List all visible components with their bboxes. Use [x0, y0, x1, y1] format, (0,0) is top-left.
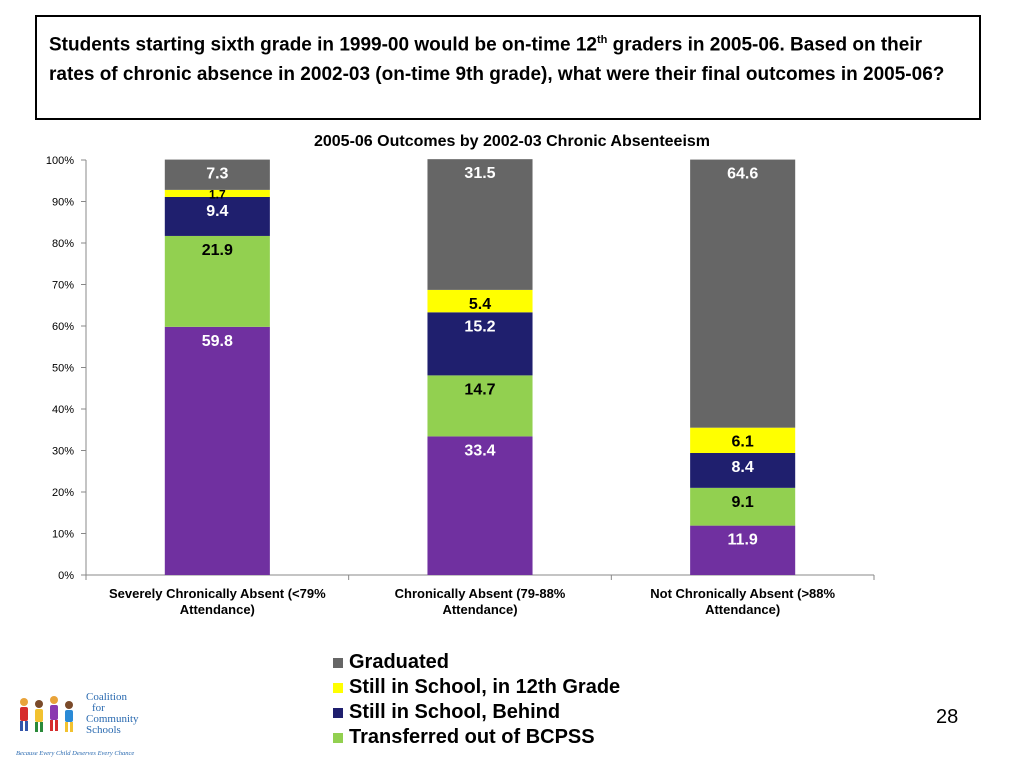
x-category-label: Not Chronically Absent (>88% [650, 586, 835, 601]
data-label: 31.5 [464, 165, 495, 182]
x-category-label: Attendance) [705, 602, 780, 617]
y-tick-label: 20% [52, 487, 74, 499]
bar-segment [427, 436, 533, 575]
logo-schools-text: Schools [86, 724, 121, 736]
data-label: 1.7 [209, 187, 226, 201]
stacked-bar-chart: 0% 10% 20% 30% 40% 50% 60% 70% 80% 90% 100% 59.8 21.… [46, 155, 875, 617]
data-label: 11.9 [728, 532, 758, 549]
slide-title-part1: Students starting sixth grade in 1999-00… [49, 34, 597, 56]
x-category-label: Attendance) [442, 602, 517, 617]
bar-segment [690, 452, 796, 488]
y-tick-label: 80% [52, 238, 74, 250]
logo-community-text: Community [86, 713, 139, 725]
chart-title: 2005-06 Outcomes by 2002-03 Chronic Abse… [313, 133, 711, 150]
data-label: 7.3 [206, 166, 228, 183]
slide-title: Students starting sixth grade in 1999-00… [49, 25, 967, 90]
children-figures-icon [20, 696, 73, 732]
legend-label-transferred: Transferred out of BCPSS [349, 726, 595, 748]
legend-item-transferred: Transferred out of BCPSS [333, 725, 620, 750]
y-tick-label: 50% [52, 363, 74, 375]
y-tick-label: 30% [52, 446, 74, 458]
legend-label-graduated: Graduated [349, 651, 450, 673]
slide-title-part2: graders in 2005-06. Based on their rates… [49, 34, 945, 86]
legend-item-still-behind: Still in School, Behind [333, 700, 620, 725]
legend-swatch-graduated [333, 657, 343, 668]
data-label: 21.9 [202, 242, 233, 259]
legend-label-still-behind: Still in School, Behind [349, 701, 561, 723]
bar-segment [164, 159, 270, 190]
bar-segment [427, 159, 533, 290]
legend-item-graduated: Graduated [333, 650, 620, 675]
bar-segment [690, 159, 796, 428]
x-category-label: Attendance) [180, 602, 255, 617]
y-tick-label: 60% [52, 321, 74, 333]
legend-swatch-transferred [333, 732, 343, 743]
page-number: 28 [936, 706, 959, 728]
bar-segment [690, 525, 796, 575]
data-label: 14.7 [464, 381, 495, 398]
coalition-logo: Coalition for Community Schools Because … [16, 691, 139, 757]
y-tick-label: 90% [52, 197, 74, 209]
data-label: 64.6 [727, 166, 758, 183]
y-tick-label: 40% [52, 404, 74, 416]
data-label: 5.4 [469, 296, 491, 313]
slide-title-superscript: th [596, 34, 608, 46]
bar-segment [164, 196, 270, 236]
bar-segment [690, 427, 796, 453]
data-label: 59.8 [202, 333, 233, 350]
y-tick-label: 100% [46, 155, 74, 167]
slide-title-box: Students starting sixth grade in 1999-00… [35, 15, 981, 120]
x-category-label: Severely Chronically Absent (<79% [109, 586, 326, 601]
legend-swatch-still-behind [333, 707, 343, 718]
legend-item-still-in-12th: Still in School, in 12th Grade [333, 675, 620, 700]
logo-for-text: for [92, 702, 105, 714]
bar-segment [164, 189, 270, 197]
chart-legend: Graduated Still in School, in 12th Grade… [333, 650, 620, 750]
data-label: 9.4 [206, 203, 228, 220]
y-tick-label: 0% [58, 570, 74, 582]
bar-segment [427, 312, 533, 376]
bar-segment [164, 326, 270, 575]
data-label: 9.1 [732, 494, 754, 511]
y-tick-label: 70% [52, 280, 74, 292]
data-label: 33.4 [464, 442, 495, 459]
logo-tagline-text: Because Every Child Deserves Every Chanc… [16, 750, 134, 757]
data-label: 6.1 [732, 434, 754, 451]
bar-segment [164, 235, 270, 327]
data-label: 8.4 [732, 459, 754, 476]
legend-label-still-in-12th: Still in School, in 12th Grade [349, 676, 621, 698]
bar-segment [427, 375, 533, 437]
data-label: 15.2 [464, 318, 495, 335]
legend-swatch-still-in-12th [333, 682, 343, 693]
logo-coalition-text: Coalition [86, 691, 127, 703]
y-tick-label: 10% [52, 529, 74, 541]
bar-segment [690, 487, 796, 526]
bar-segment [427, 289, 533, 313]
x-category-label: Chronically Absent (79-88% [395, 586, 566, 601]
